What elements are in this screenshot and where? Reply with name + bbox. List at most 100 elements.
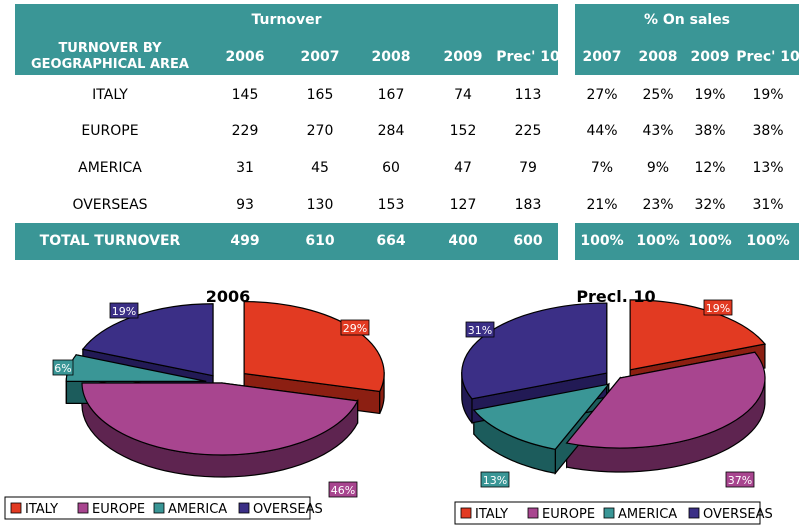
pct-cell: 32%	[694, 197, 726, 213]
pct-cell: 43%	[642, 123, 674, 139]
turnover-cell: 93	[236, 197, 254, 213]
pct-cell: 27%	[586, 87, 618, 103]
pie-chart-0: 2006 29% 46% 6% 19% ITALY EUROPE AMERICA OVERSEA…	[4, 287, 385, 520]
data-label-box	[109, 302, 139, 319]
year-header-prec10: Prec' 10	[496, 49, 560, 65]
total-turnover-cell: 400	[448, 233, 478, 249]
data-label-italy: 29%	[343, 322, 367, 335]
data-label-box	[703, 299, 733, 316]
data-label-europe: 37%	[728, 474, 752, 487]
data-label-america: 6%	[54, 362, 71, 375]
data-label-box	[480, 471, 510, 488]
turnover-cell: 60	[382, 160, 400, 176]
legend-swatch-america	[603, 507, 615, 519]
total-label: TOTAL TURNOVER	[39, 233, 181, 249]
data-label-box	[340, 319, 370, 336]
pct-header-2008: 2008	[638, 49, 678, 65]
pie-legend: ITALY EUROPE AMERICA OVERSEAS	[4, 496, 323, 520]
legend-swatch-italy	[10, 502, 22, 514]
pct-header-2009: 2009	[690, 49, 730, 65]
pie-slice-america	[472, 383, 611, 450]
total-pct-cell: 100%	[580, 233, 624, 249]
legend-label-europe: EUROPE	[542, 507, 595, 522]
legend-label-overseas: OVERSEAS	[703, 507, 773, 522]
year-header-2009: 2009	[443, 49, 483, 65]
turnover-cell: 165	[306, 87, 334, 103]
total-band-right	[575, 223, 799, 260]
year-header-2008: 2008	[371, 49, 411, 65]
turnover-cell: 47	[454, 160, 472, 176]
data-label-europe: 46%	[331, 484, 355, 497]
pct-cell: 23%	[642, 197, 674, 213]
total-pct-cell: 100%	[746, 233, 790, 249]
total-turnover-cell: 600	[513, 233, 543, 249]
total-turnover-cell: 664	[376, 233, 406, 249]
turnover-cell: 152	[449, 123, 477, 139]
legend-label-america: AMERICA	[168, 502, 227, 517]
legend-swatch-europe	[77, 502, 89, 514]
turnover-cell: 31	[236, 160, 254, 176]
turnover-cell: 145	[231, 87, 259, 103]
year-header-2006: 2006	[225, 49, 265, 65]
turnover-cell: 79	[519, 160, 537, 176]
turnover-cell: 127	[449, 197, 477, 213]
total-turnover-cell: 499	[230, 233, 260, 249]
legend-swatch-italy	[460, 507, 472, 519]
pie-title: Precl. 10	[576, 287, 655, 306]
data-label-america: 13%	[483, 474, 507, 487]
pct-cell: 12%	[694, 160, 726, 176]
onsales-header-band	[575, 4, 799, 75]
row-area-label: OVERSEAS	[72, 197, 148, 213]
turnover-title: Turnover	[251, 12, 322, 28]
pct-cell: 7%	[590, 160, 614, 176]
turnover-header-band	[15, 4, 558, 75]
pct-cell: 38%	[694, 123, 726, 139]
turnover-cell: 229	[231, 123, 259, 139]
data-label-italy: 19%	[706, 302, 730, 315]
pie-chart-1: Precl. 10 19% 37% 13% 31% ITALY EUROPE AMERICA O…	[454, 287, 773, 525]
total-pct-cell: 100%	[636, 233, 680, 249]
total-turnover-cell: 610	[305, 233, 335, 249]
area-header-line1: TURNOVER BY	[58, 41, 162, 56]
legend-label-america: AMERICA	[618, 507, 677, 522]
data-label-overseas: 31%	[468, 324, 492, 337]
pie-title: 2006	[206, 287, 251, 306]
pie-legend: ITALY EUROPE AMERICA OVERSEAS	[454, 501, 773, 525]
turnover-cell: 153	[377, 197, 405, 213]
row-area-label: AMERICA	[78, 160, 142, 176]
turnover-cell: 270	[306, 123, 334, 139]
area-header-line2: GEOGRAPHICAL AREA	[30, 57, 189, 72]
onsales-title: % On sales	[643, 12, 731, 28]
legend-label-europe: EUROPE	[92, 502, 145, 517]
legend-label-italy: ITALY	[25, 502, 58, 517]
turnover-cell: 183	[514, 197, 542, 213]
data-label-overseas: 19%	[112, 305, 136, 318]
pct-cell: 21%	[586, 197, 618, 213]
pct-cell: 31%	[752, 197, 784, 213]
pct-cell: 19%	[694, 87, 726, 103]
pct-cell: 44%	[586, 123, 618, 139]
year-header-2007: 2007	[300, 49, 340, 65]
legend-swatch-europe	[527, 507, 539, 519]
legend-swatch-overseas	[238, 502, 250, 514]
turnover-cell: 130	[306, 197, 334, 213]
pct-cell: 13%	[752, 160, 784, 176]
row-area-label: EUROPE	[81, 123, 139, 139]
area-header: TURNOVER BY GEOGRAPHICAL AREA	[15, 41, 205, 73]
pie-slice-europe	[81, 382, 359, 456]
legend-swatch-america	[153, 502, 165, 514]
data-label-box	[328, 481, 358, 498]
turnover-cell: 284	[377, 123, 405, 139]
legend-label-overseas: OVERSEAS	[253, 502, 323, 517]
pct-header-2007: 2007	[582, 49, 622, 65]
turnover-cell: 45	[311, 160, 329, 176]
pct-cell: 9%	[646, 160, 670, 176]
total-pct-cell: 100%	[688, 233, 732, 249]
data-label-box	[52, 359, 74, 376]
pct-cell: 19%	[752, 87, 784, 103]
data-label-box	[725, 471, 755, 488]
turnover-cell: 74	[454, 87, 472, 103]
turnover-cell: 225	[514, 123, 542, 139]
turnover-cell: 167	[377, 87, 405, 103]
